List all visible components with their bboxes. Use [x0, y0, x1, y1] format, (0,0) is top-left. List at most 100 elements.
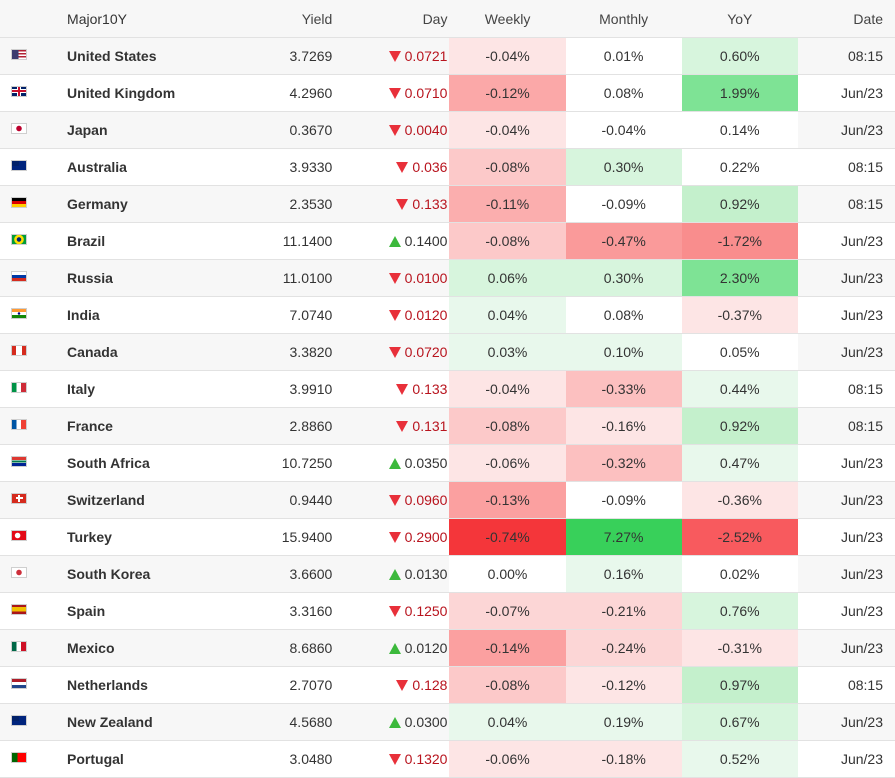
- yoy-change: 0.52%: [681, 740, 798, 778]
- day-change-value: 0.1400: [404, 233, 448, 249]
- country-name[interactable]: United Kingdom: [55, 74, 203, 112]
- table-row[interactable]: Australia 3.9330 0.036 -0.08% 0.30% 0.22% 08:1…: [0, 148, 895, 186]
- table-row[interactable]: Italy 3.9910 0.133 -0.04% -0.33% 0.44% 08:15: [0, 370, 895, 408]
- au-flag-icon: [11, 159, 27, 171]
- country-name[interactable]: Netherlands: [55, 666, 203, 704]
- table-row[interactable]: Russia 11.0100 0.0100 0.06% 0.30% 2.30% Jun/23: [0, 259, 895, 297]
- country-name[interactable]: Australia: [55, 148, 203, 186]
- update-date: Jun/23: [797, 333, 895, 371]
- up-triangle-icon: [388, 457, 401, 469]
- header-yield[interactable]: Yield: [202, 0, 333, 38]
- table-row[interactable]: New Zealand 4.5680 0.0300 0.04% 0.19% 0.67% Ju…: [0, 703, 895, 741]
- country-name[interactable]: Canada: [55, 333, 203, 371]
- table-row[interactable]: India 7.0740 0.0120 0.04% 0.08% -0.37% Jun/23: [0, 296, 895, 334]
- country-name[interactable]: Switzerland: [55, 481, 203, 519]
- weekly-change: -0.04%: [449, 370, 566, 408]
- header-date[interactable]: Date: [797, 0, 895, 38]
- country-name[interactable]: South Africa: [55, 444, 203, 482]
- header-day[interactable]: Day: [332, 0, 450, 38]
- weekly-change: -0.08%: [449, 148, 566, 186]
- day-change-value: 0.0130: [404, 566, 448, 582]
- yoy-change: 0.02%: [681, 555, 798, 593]
- flag-cell: [0, 481, 56, 519]
- flag-cell: [0, 333, 56, 371]
- yoy-change: 0.92%: [681, 185, 798, 223]
- country-name[interactable]: France: [55, 407, 203, 445]
- weekly-change: -0.14%: [449, 629, 566, 667]
- country-name[interactable]: Japan: [55, 111, 203, 149]
- pt-flag-icon: [11, 751, 27, 763]
- header-yoy[interactable]: YoY: [681, 0, 798, 38]
- flag-cell: [0, 518, 56, 556]
- day-change: 0.0100: [332, 259, 450, 297]
- table-row[interactable]: Germany 2.3530 0.133 -0.11% -0.09% 0.92% 08:15: [0, 185, 895, 223]
- country-name[interactable]: Portugal: [55, 740, 203, 778]
- update-date: 08:15: [797, 185, 895, 223]
- ca-flag-icon: [11, 344, 27, 356]
- update-date: Jun/23: [797, 74, 895, 112]
- table-row[interactable]: Netherlands 2.7070 0.128 -0.08% -0.12% 0.97% 0…: [0, 666, 895, 704]
- table-row[interactable]: United States 3.7269 0.0721 -0.04% 0.01% 0.60…: [0, 37, 895, 75]
- update-date: Jun/23: [797, 111, 895, 149]
- day-change: 0.0120: [332, 629, 450, 667]
- day-change-value: 0.2900: [404, 529, 448, 545]
- weekly-change: -0.08%: [449, 222, 566, 260]
- table-row[interactable]: Turkey 15.9400 0.2900 -0.74% 7.27% -2.52% Jun/…: [0, 518, 895, 556]
- yoy-change: 0.44%: [681, 370, 798, 408]
- flag-cell: [0, 111, 56, 149]
- country-name[interactable]: India: [55, 296, 203, 334]
- yield-value: 3.9910: [202, 370, 333, 408]
- table-header-row: Major10Y Yield Day Weekly Monthly YoY Da…: [0, 0, 895, 38]
- update-date: Jun/23: [797, 444, 895, 482]
- yoy-change: -0.36%: [681, 481, 798, 519]
- flag-cell: [0, 259, 56, 297]
- country-name[interactable]: Russia: [55, 259, 203, 297]
- day-change: 0.0710: [332, 74, 450, 112]
- update-date: 08:15: [797, 37, 895, 75]
- monthly-change: 0.10%: [565, 333, 682, 371]
- monthly-change: -0.16%: [565, 407, 682, 445]
- table-row[interactable]: Mexico 8.6860 0.0120 -0.14% -0.24% -0.31% Jun/…: [0, 629, 895, 667]
- monthly-change: 0.08%: [565, 74, 682, 112]
- country-name[interactable]: New Zealand: [55, 703, 203, 741]
- country-name[interactable]: Mexico: [55, 629, 203, 667]
- header-weekly[interactable]: Weekly: [449, 0, 566, 38]
- yoy-change: 0.97%: [681, 666, 798, 704]
- table-row[interactable]: South Korea 3.6600 0.0130 0.00% 0.16% 0.02% Ju…: [0, 555, 895, 593]
- update-date: Jun/23: [797, 296, 895, 334]
- yield-value: 3.0480: [202, 740, 333, 778]
- table-row[interactable]: Brazil 11.1400 0.1400 -0.08% -0.47% -1.72% Jun…: [0, 222, 895, 260]
- country-name[interactable]: Brazil: [55, 222, 203, 260]
- update-date: Jun/23: [797, 592, 895, 630]
- update-date: Jun/23: [797, 518, 895, 556]
- table-row[interactable]: South Africa 10.7250 0.0350 -0.06% -0.32% 0.4…: [0, 444, 895, 482]
- day-change: 0.0720: [332, 333, 450, 371]
- country-name[interactable]: Turkey: [55, 518, 203, 556]
- update-date: Jun/23: [797, 703, 895, 741]
- table-row[interactable]: France 2.8860 0.131 -0.08% -0.16% 0.92% 08:15: [0, 407, 895, 445]
- country-name[interactable]: Spain: [55, 592, 203, 630]
- table-row[interactable]: Switzerland 0.9440 0.0960 -0.13% -0.09% -0.36…: [0, 481, 895, 519]
- yoy-change: 0.92%: [681, 407, 798, 445]
- flag-cell: [0, 370, 56, 408]
- header-monthly[interactable]: Monthly: [565, 0, 682, 38]
- country-name[interactable]: South Korea: [55, 555, 203, 593]
- table-row[interactable]: Portugal 3.0480 0.1320 -0.06% -0.18% 0.52% Jun…: [0, 740, 895, 778]
- country-name[interactable]: United States: [55, 37, 203, 75]
- weekly-change: -0.08%: [449, 666, 566, 704]
- yield-value: 11.1400: [202, 222, 333, 260]
- table-row[interactable]: Spain 3.3160 0.1250 -0.07% -0.21% 0.76% Jun/23: [0, 592, 895, 630]
- table-row[interactable]: Japan 0.3670 0.0040 -0.04% -0.04% 0.14% Jun/23: [0, 111, 895, 149]
- yoy-change: 0.14%: [681, 111, 798, 149]
- country-name[interactable]: Germany: [55, 185, 203, 223]
- header-name[interactable]: Major10Y: [55, 0, 203, 38]
- down-triangle-icon: [388, 309, 401, 321]
- update-date: Jun/23: [797, 629, 895, 667]
- up-triangle-icon: [388, 568, 401, 580]
- table-row[interactable]: Canada 3.3820 0.0720 0.03% 0.10% 0.05% Jun/23: [0, 333, 895, 371]
- country-name[interactable]: Italy: [55, 370, 203, 408]
- table-row[interactable]: United Kingdom 4.2960 0.0710 -0.12% 0.08% 1.9…: [0, 74, 895, 112]
- monthly-change: -0.24%: [565, 629, 682, 667]
- update-date: Jun/23: [797, 481, 895, 519]
